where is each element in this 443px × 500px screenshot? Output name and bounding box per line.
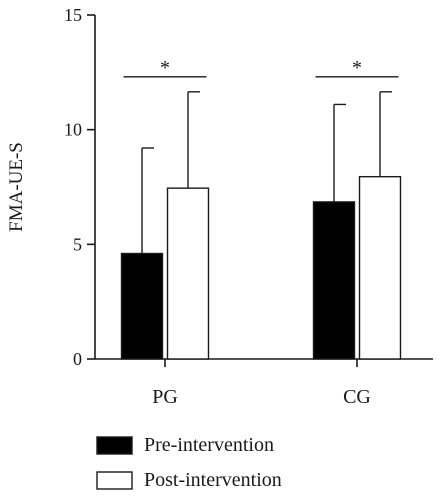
x-tick-label: PG (152, 386, 178, 408)
significance-marker: * (352, 57, 362, 79)
legend-swatch (96, 436, 133, 455)
x-tick-label: CG (343, 386, 371, 408)
significance-marker: * (160, 57, 170, 79)
legend-label: Post-intervention (144, 469, 282, 491)
y-tick-label: 15 (64, 5, 82, 25)
bar (358, 175, 402, 360)
bar (120, 252, 164, 360)
y-tick-label: 10 (64, 120, 82, 140)
bar (312, 201, 356, 360)
y-tick-label: 0 (73, 349, 82, 369)
legend-swatch (96, 471, 133, 490)
plot-area: 0 5 10 15 PG * CG * (64, 5, 433, 408)
y-axis-label: FMA-UE-S (6, 142, 27, 232)
bar (166, 187, 210, 360)
legend: Pre-intervention Post-intervention (96, 434, 282, 491)
y-tick-label: 5 (73, 234, 82, 254)
legend-label: Pre-intervention (144, 434, 274, 456)
